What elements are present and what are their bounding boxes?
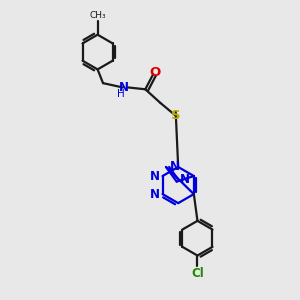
Text: CH₃: CH₃: [89, 11, 106, 20]
Text: N: N: [179, 173, 190, 186]
Text: N: N: [118, 81, 129, 94]
Text: H: H: [117, 88, 125, 99]
Text: Cl: Cl: [191, 267, 204, 280]
Text: O: O: [149, 66, 160, 79]
Text: N: N: [150, 188, 160, 201]
Text: S: S: [171, 109, 181, 122]
Text: N: N: [169, 160, 180, 173]
Text: N: N: [150, 169, 160, 182]
